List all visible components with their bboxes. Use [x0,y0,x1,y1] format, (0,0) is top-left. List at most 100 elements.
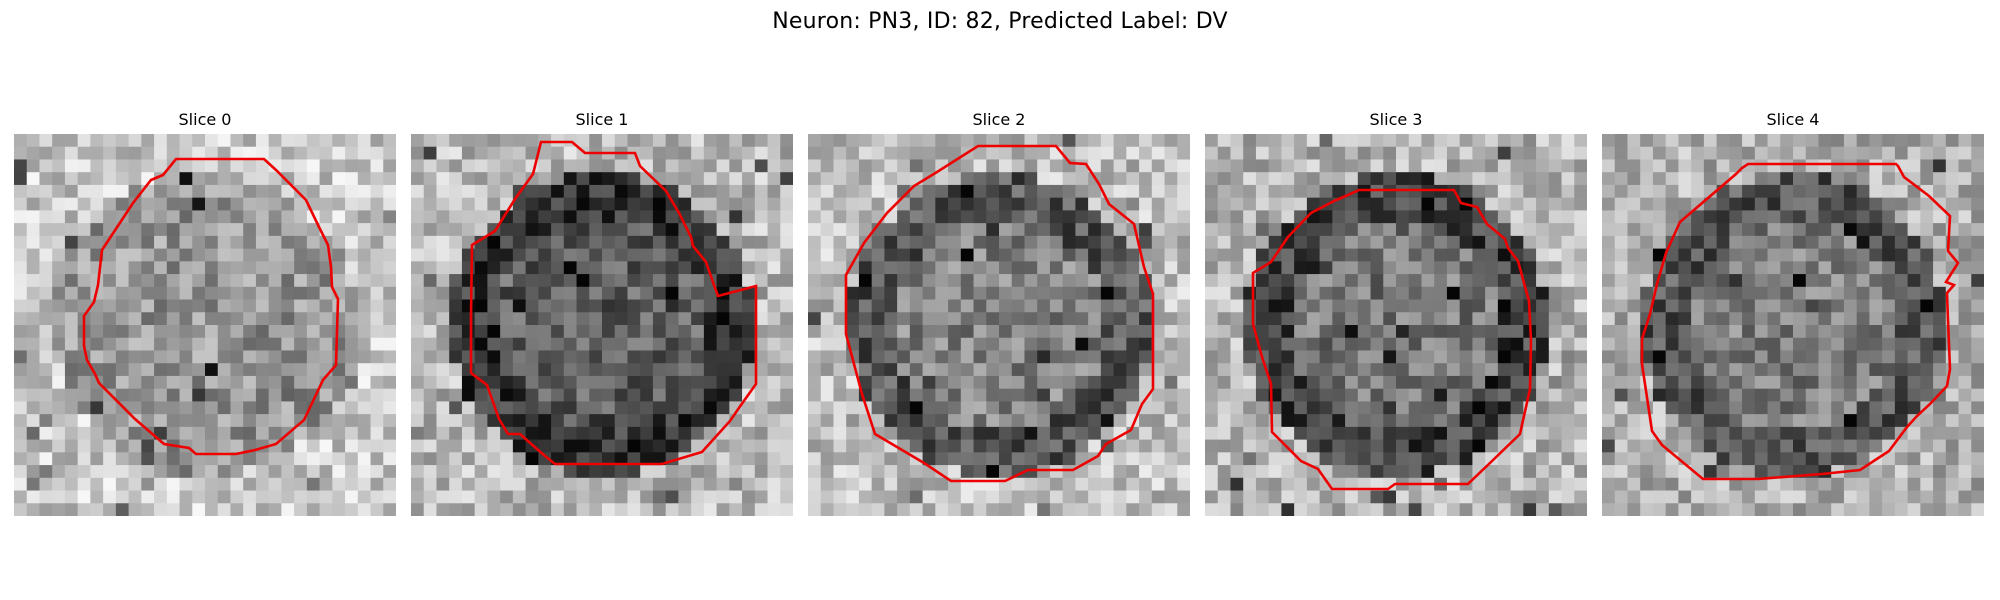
pixel [1485,325,1499,339]
pixel [833,503,847,516]
pixel [1421,172,1435,186]
pixel [243,248,257,262]
pixel [986,248,1000,262]
pixel [1971,146,1984,160]
pixel [179,159,193,173]
pixel [192,146,206,160]
pixel [703,159,718,173]
pixel [423,337,437,351]
pixel [1459,261,1473,275]
pixel [357,223,372,237]
pixel [691,375,705,390]
pixel [1370,159,1384,173]
pixel [449,286,463,301]
pixel [576,465,590,479]
pixel [1691,375,1705,390]
pixel [449,439,463,453]
pixel [1100,452,1115,466]
pixel [319,146,333,160]
pixel [1011,248,1025,262]
pixel [1332,439,1346,453]
pixel [948,312,962,326]
pixel [1139,312,1153,326]
pixel [627,465,641,479]
pixel [1037,197,1051,211]
pixel [64,274,79,288]
pixel [154,146,168,160]
pixel [678,172,692,186]
pixel [1255,134,1270,148]
pixel [1614,465,1628,479]
pixel [960,465,975,479]
pixel [703,134,718,148]
pixel [986,439,1000,453]
pixel [833,197,847,211]
pixel [729,337,743,351]
pixel [665,286,679,301]
pixel [948,325,962,339]
pixel [1075,286,1089,301]
pixel [1536,477,1550,492]
pixel [255,465,270,479]
pixel [1421,375,1435,390]
pixel [500,261,514,275]
pixel [1945,414,1960,428]
pixel [1729,439,1743,453]
pixel [1294,248,1308,262]
pixel [551,248,565,262]
pixel [767,210,781,224]
pixel [1742,350,1756,364]
pixel [345,325,359,339]
pixel [602,299,616,313]
pixel [767,465,781,479]
pixel [1370,401,1384,415]
pixel [846,286,860,301]
pixel [1177,248,1190,262]
pixel [1678,388,1692,402]
pixel [1627,134,1641,148]
pixel [166,274,181,288]
pixel [640,337,654,351]
pixel [729,197,743,211]
pixel [154,363,168,377]
pixel [1408,261,1422,275]
pixel [1703,490,1718,504]
pixel [1716,197,1730,211]
pixel [525,286,539,301]
pixel [551,223,565,237]
pixel [357,401,372,415]
pixel [1793,235,1807,250]
pixel [846,477,860,492]
pixel [474,490,488,504]
pixel [1306,337,1321,351]
pixel [1177,312,1190,326]
pixel [166,337,181,351]
pixel [1062,337,1076,351]
pixel [808,261,822,275]
pixel [1497,223,1512,237]
pixel [1037,312,1051,326]
pixel [1281,134,1295,148]
pixel [1894,503,1909,516]
pixel [1767,210,1781,224]
pixel [449,197,463,211]
pixel [1164,426,1178,441]
pixel [1843,134,1858,148]
pixel [1536,414,1550,428]
pixel [1370,210,1384,224]
pixel [306,184,321,199]
pixel [1780,375,1794,390]
pixel [1523,235,1537,250]
pixel [1536,503,1550,516]
pixel [52,375,66,390]
pixel [243,375,257,390]
pixel [1243,337,1257,351]
pixel [449,223,463,237]
pixel [1548,465,1563,479]
pixel [678,325,692,339]
pixel [1396,363,1410,377]
pixel [1703,261,1718,275]
pixel [1205,490,1219,504]
pixel [383,184,396,199]
pixel [1958,426,1972,441]
